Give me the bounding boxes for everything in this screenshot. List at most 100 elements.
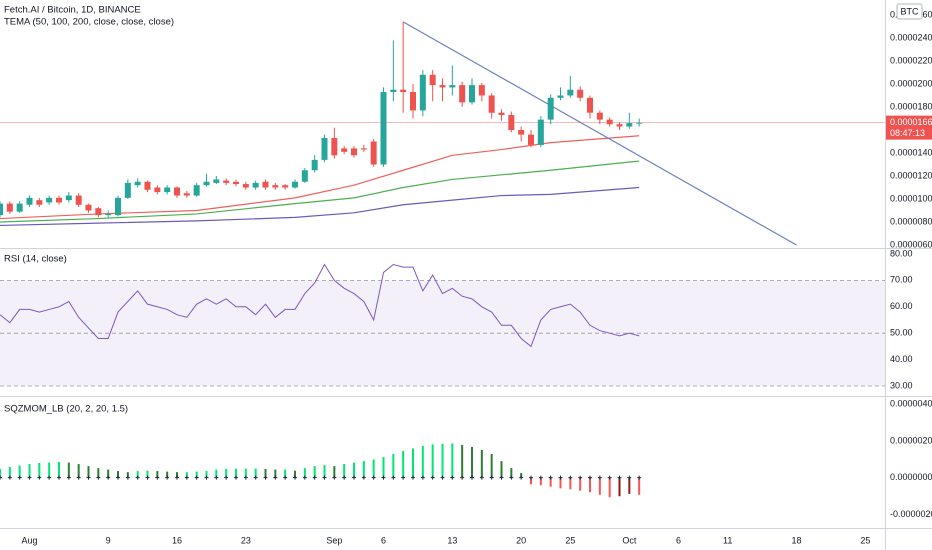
squeeze-marker: [96, 475, 101, 480]
squeeze-marker: [135, 475, 140, 480]
last-price-box: [886, 115, 932, 140]
currency-badge[interactable]: [896, 3, 923, 20]
candle-body: [537, 119, 544, 145]
candle-body: [459, 85, 466, 103]
squeeze-marker: [184, 475, 189, 480]
candle-body: [124, 182, 131, 198]
candle-body: [469, 85, 475, 103]
squeeze-marker: [27, 475, 32, 480]
candle-body: [380, 92, 387, 165]
y-tick-label: 60.00: [890, 301, 913, 311]
candle-body: [370, 141, 377, 165]
x-tick-label: Oct: [622, 535, 637, 545]
candle-body: [233, 181, 239, 185]
squeeze-marker: [588, 475, 592, 480]
candle-body: [636, 122, 643, 124]
squeeze-marker: [106, 475, 111, 480]
squeeze-marker: [637, 475, 642, 480]
candle-body: [56, 197, 62, 203]
squeeze-marker: [243, 475, 248, 480]
x-tick-label: Sep: [326, 535, 342, 545]
squeeze-marker: [204, 475, 209, 480]
candle-body: [134, 181, 141, 186]
squeeze-marker: [499, 475, 504, 480]
squeeze-marker: [627, 475, 632, 480]
candle-body: [16, 203, 23, 212]
squeeze-marker: [322, 475, 327, 480]
candle-body: [272, 185, 279, 188]
candle-body: [6, 203, 13, 212]
candle-body: [85, 204, 92, 211]
currency-label: BTC: [901, 6, 920, 16]
squeeze-marker: [430, 475, 435, 480]
candle-body: [587, 97, 593, 113]
x-tick-label: 25: [860, 535, 870, 545]
squeeze-marker: [17, 475, 22, 480]
candle-body: [154, 187, 161, 193]
trend-line: [402, 21, 797, 246]
tema-line: [0, 160, 640, 223]
squeeze-marker: [381, 475, 386, 480]
candle-body: [252, 182, 259, 188]
squeeze-marker: [86, 475, 91, 480]
indicator-label: TEMA (50, 100, 200, close, close, close): [4, 17, 174, 28]
rsi-title: RSI (14, close): [4, 254, 67, 265]
squeeze-marker: [519, 475, 524, 480]
candle-body: [331, 138, 338, 156]
x-tick-label: 6: [676, 535, 681, 545]
candle-body: [547, 97, 554, 120]
squeeze-marker: [352, 475, 356, 480]
candle-body: [193, 185, 200, 196]
candle-body: [36, 200, 43, 205]
candle-body: [223, 180, 230, 183]
squeeze-marker: [460, 475, 465, 480]
candle-body: [508, 115, 515, 130]
squeeze-marker: [450, 475, 455, 480]
candle-body: [115, 197, 121, 216]
candle-body: [488, 95, 495, 113]
candle-body: [498, 112, 505, 116]
squeeze-marker: [293, 475, 297, 480]
y-tick-label: 0.00002400: [890, 32, 932, 42]
y-tick-label: 30.00: [890, 380, 913, 390]
candle-body: [410, 92, 416, 111]
squeeze-marker: [578, 475, 583, 480]
x-tick-label: 9: [106, 535, 111, 545]
squeeze-marker: [509, 475, 514, 480]
candle-body: [262, 181, 269, 188]
candle-body: [164, 187, 171, 193]
candle-body: [0, 203, 3, 216]
candle-body: [282, 185, 289, 188]
candle-body: [360, 148, 367, 150]
squeeze-marker: [116, 475, 120, 480]
squeeze-marker: [66, 475, 71, 480]
squeeze-marker: [401, 475, 406, 480]
marks-layer: [0, 21, 885, 498]
squeeze-marker: [568, 475, 573, 480]
squeeze-marker: [489, 475, 494, 480]
candle-body: [429, 74, 436, 86]
squeeze-marker: [283, 475, 288, 480]
candle-body: [301, 170, 308, 182]
candle-body: [203, 181, 210, 186]
chart-title: Fetch.AI / Bitcoin, 1D, BINANCE: [4, 5, 141, 16]
x-tick-label: 23: [241, 535, 251, 545]
momentum-title: SQZMOM_LB (20, 2, 20, 1.5): [4, 404, 128, 415]
squeeze-marker: [234, 475, 238, 480]
x-tick-label: 25: [565, 535, 575, 545]
squeeze-marker: [411, 475, 415, 480]
candle-body: [596, 112, 603, 120]
squeeze-marker: [0, 475, 2, 480]
squeeze-marker: [57, 475, 61, 480]
candle-body: [292, 181, 298, 188]
